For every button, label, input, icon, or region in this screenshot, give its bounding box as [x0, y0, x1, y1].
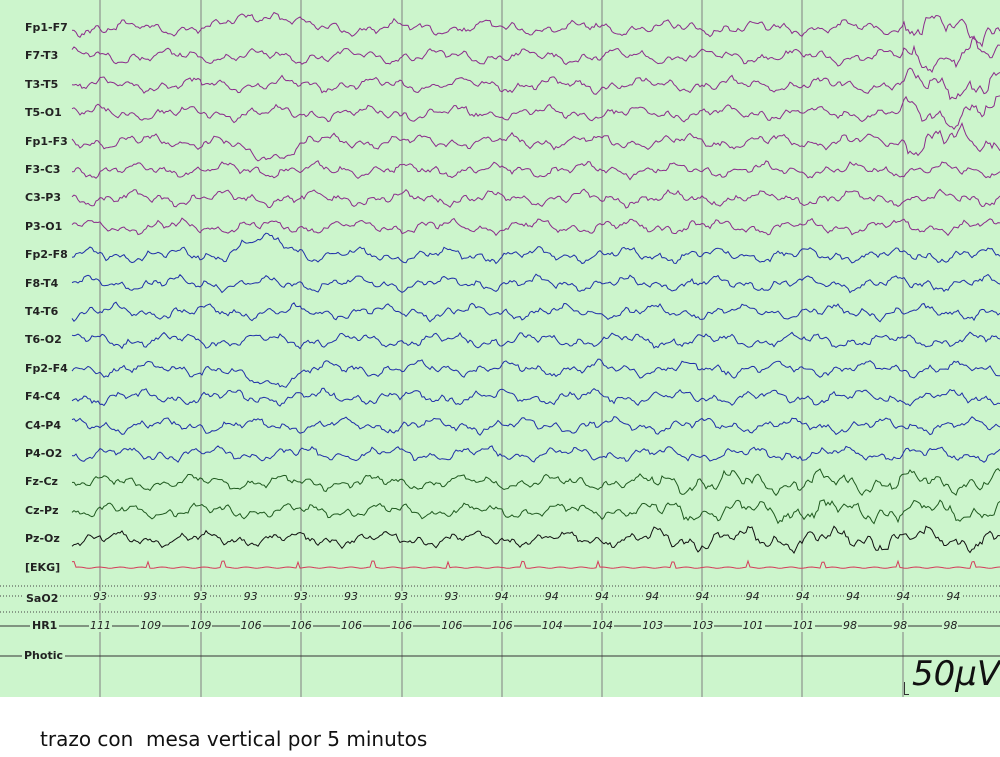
- trace-F3-C3: [71, 160, 1000, 181]
- hr-label: HR1: [30, 619, 60, 632]
- channel-label: F8-T4: [24, 276, 60, 290]
- eeg-panel: Fp1-F7 F7-T3 T3-T5 T5-O1 Fp1-F3 F3-C3 C3-P3 P3-…: [0, 0, 1000, 697]
- hr-value: 106: [239, 619, 263, 632]
- eeg-traces: [0, 0, 1000, 697]
- channel-label: Fp2-F8: [24, 248, 69, 262]
- hr-value: 106: [490, 619, 514, 632]
- hr-value: 111: [89, 619, 112, 632]
- hr-value: 106: [390, 619, 414, 632]
- channel-label: Cz-Pz: [24, 503, 60, 517]
- trace-T5-O1: [71, 95, 1000, 131]
- channel-label: F3-C3: [24, 163, 62, 176]
- channel-label: C4-P4: [24, 418, 63, 432]
- channel-label: T6-O2: [24, 333, 63, 347]
- trace-P4-O2: [71, 445, 1000, 463]
- channel-label: T5-O1: [24, 106, 63, 120]
- hr-value: 103: [641, 619, 665, 632]
- sao2-value: 94: [543, 590, 560, 603]
- channel-label: Fp1-F7: [24, 21, 69, 34]
- channel-label: F4-C4: [24, 390, 62, 404]
- trace-Pz-Oz: [71, 525, 1000, 554]
- hr-value: 98: [842, 619, 858, 632]
- hr-value: 98: [942, 619, 959, 632]
- trace-C4-P4: [71, 416, 1000, 436]
- hr-value: 106: [289, 619, 313, 632]
- trace-Cz-Pz: [71, 499, 1000, 525]
- sao2-value: 93: [443, 590, 460, 603]
- sao2-value: 93: [393, 590, 410, 603]
- trace-[EKG]: [71, 559, 1000, 569]
- trace-Fp1-F7: [71, 11, 1000, 48]
- sao2-value: 93: [142, 590, 159, 603]
- hr-value: 109: [189, 619, 213, 632]
- trace-F4-C4: [71, 387, 1000, 407]
- hr-value: 109: [139, 619, 163, 632]
- trace-Fp2-F8: [71, 232, 1000, 265]
- hr-value: 101: [741, 619, 765, 632]
- trace-P3-O1: [71, 217, 1000, 237]
- sao2-value: 93: [242, 590, 259, 603]
- trace-Fp2-F4: [71, 358, 1000, 388]
- trace-C3-P3: [71, 188, 1000, 209]
- hr-value: 104: [540, 619, 564, 632]
- trace-F8-T4: [71, 273, 1000, 294]
- trace-T4-T6: [71, 301, 1000, 323]
- channel-label: P4-O2: [24, 447, 64, 460]
- channel-label: T4-T6: [24, 305, 60, 318]
- caption: trazo con mesa vertical por 5 minutos: [40, 727, 428, 751]
- sao2-value: 94: [744, 590, 761, 603]
- sao2-value: 93: [192, 590, 209, 603]
- sao2-value: 93: [343, 590, 359, 603]
- channel-label: [EKG]: [24, 560, 62, 574]
- channel-label: Pz-Oz: [24, 532, 61, 546]
- sao2-value: 94: [493, 590, 510, 603]
- sao2-value: 93: [292, 590, 309, 603]
- hr-value: 101: [791, 619, 815, 632]
- photic-label: Photic: [22, 649, 65, 662]
- scale-bracket: [904, 682, 909, 695]
- trace-F7-T3: [71, 35, 1000, 74]
- sao2-value: 93: [92, 590, 108, 603]
- trace-Fz-Cz: [72, 468, 1000, 497]
- channel-label: F7-T3: [24, 49, 60, 63]
- hr-value: 103: [691, 619, 715, 632]
- channel-label: P3-O1: [24, 219, 64, 233]
- trace-Fp1-F3: [71, 122, 1000, 162]
- sao2-value: 94: [845, 590, 861, 603]
- channel-label: C3-P3: [24, 191, 63, 205]
- trace-T3-T5: [71, 67, 1000, 101]
- hr-value: 104: [591, 619, 614, 632]
- sao2-value: 94: [794, 590, 811, 603]
- sao2-value: 94: [895, 590, 912, 603]
- scale-label: 50µV: [912, 654, 1000, 694]
- sao2-value: 94: [694, 590, 711, 603]
- hr-value: 98: [892, 619, 909, 632]
- channel-label: T3-T5: [24, 77, 60, 91]
- sao2-value: 94: [945, 590, 962, 603]
- sao2-value: 94: [644, 590, 661, 603]
- trace-T6-O2: [71, 331, 1000, 350]
- channel-label: Fz-Cz: [24, 475, 59, 489]
- hr-value: 106: [440, 619, 464, 632]
- hr-value: 106: [340, 619, 363, 632]
- channel-label: Fp1-F3: [24, 134, 69, 148]
- channel-label: Fp2-F4: [24, 361, 69, 375]
- sao2-label: SaO2: [24, 592, 61, 605]
- sao2-value: 94: [594, 590, 610, 603]
